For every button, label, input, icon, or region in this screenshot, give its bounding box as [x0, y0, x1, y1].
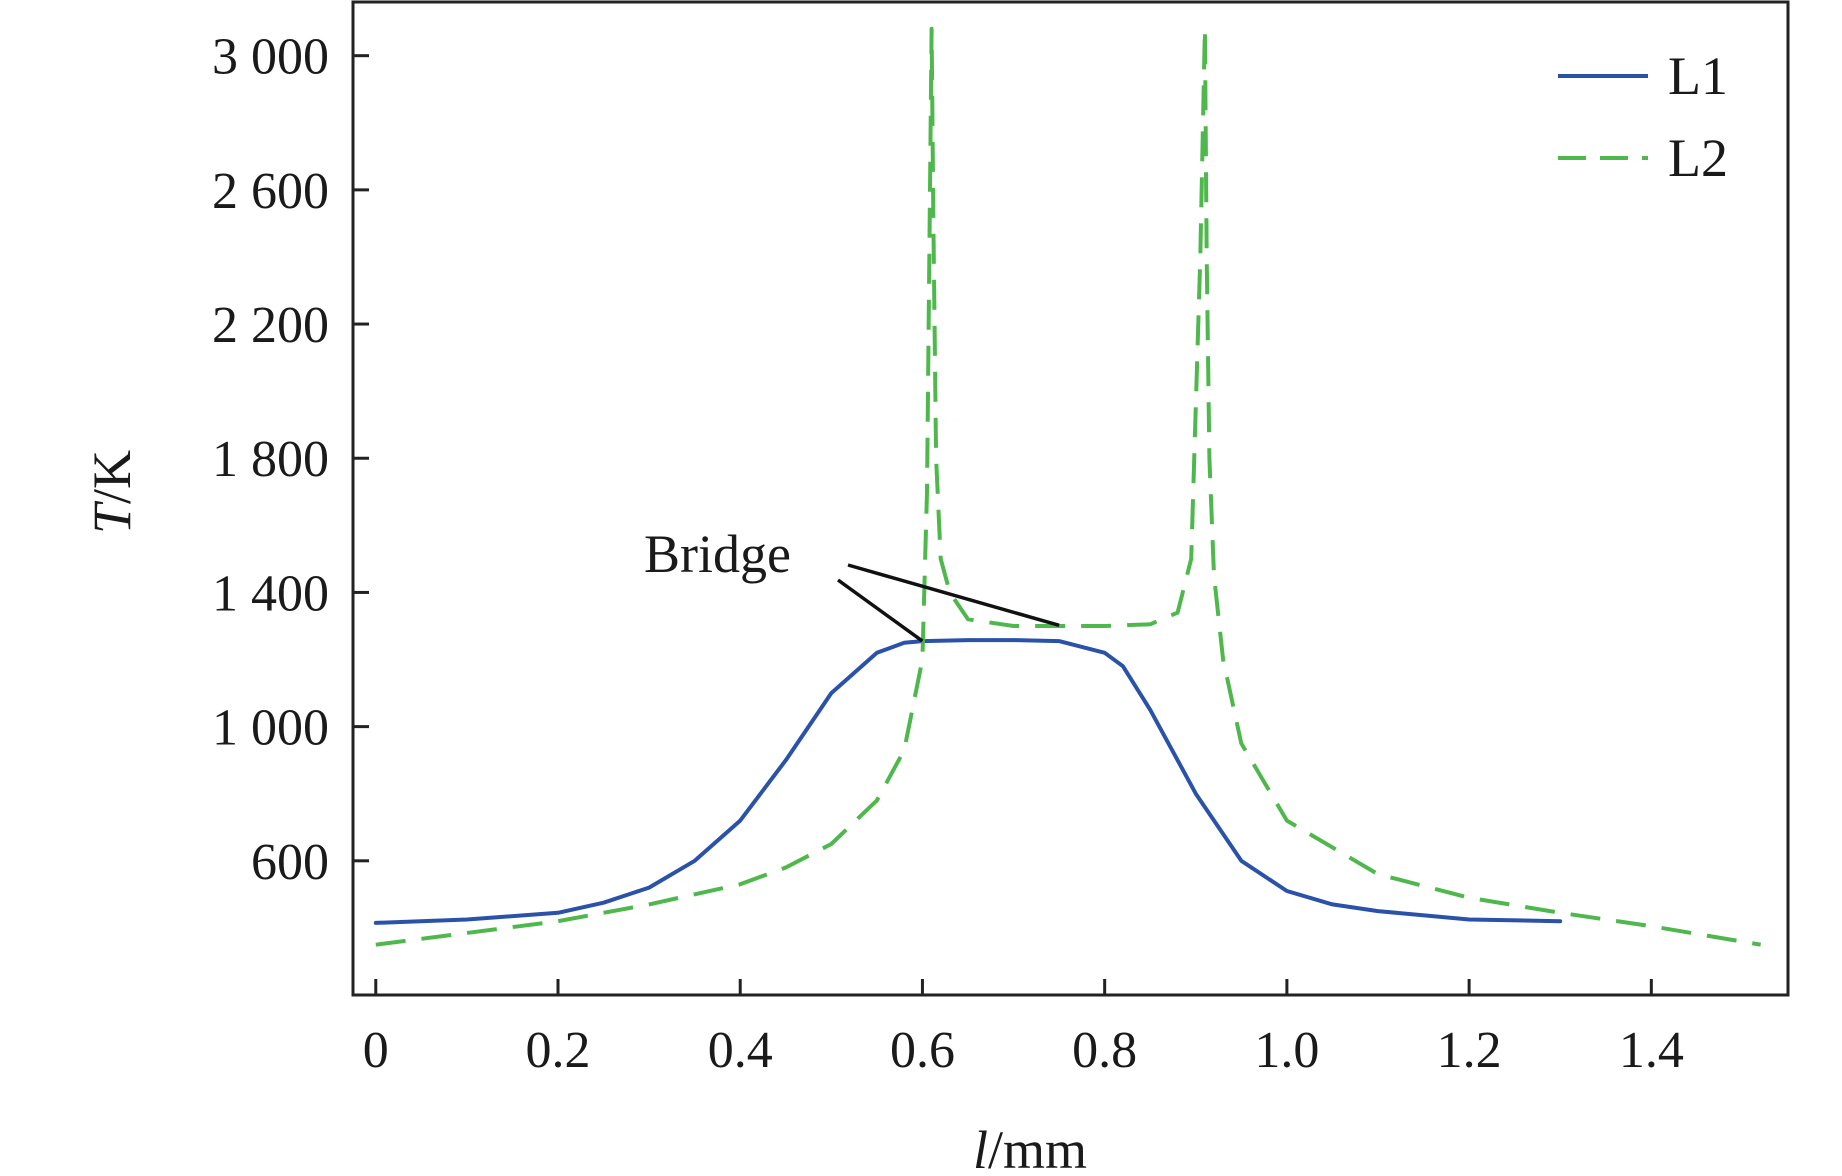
x-tick-label: 0.2: [526, 1022, 591, 1079]
y-tick-label: 2 600: [212, 163, 329, 220]
legend: L1 L2: [1558, 46, 1728, 188]
x-tick-label: 0.8: [1072, 1022, 1137, 1079]
annotation-leader-line: [847, 563, 1060, 627]
y-tick-label: 1 800: [212, 431, 329, 488]
x-tick-label: 1.2: [1437, 1022, 1502, 1079]
y-axis-title: T/K: [82, 450, 142, 534]
x-axis-unit: /mm: [988, 1120, 1087, 1176]
annotation-bridge-label: Bridge: [644, 524, 791, 584]
series-line-l1: [373, 638, 1563, 925]
x-tick-label: 1.4: [1619, 1022, 1684, 1079]
x-tick-label: 0.6: [890, 1022, 955, 1079]
y-tick-label: 3 000: [212, 29, 329, 86]
legend-label-l2: L2: [1668, 128, 1728, 188]
x-axis-symbol: l: [973, 1120, 988, 1176]
x-axis-title: l/mm: [973, 1120, 1087, 1176]
plot-frame: [351, 0, 1790, 997]
y-tick-label: 1 400: [212, 565, 329, 622]
legend-label-l1: L1: [1668, 46, 1728, 106]
x-tick-label: 1.0: [1254, 1022, 1319, 1079]
x-tick-label: 0: [363, 1022, 389, 1079]
annotation-leader-line: [836, 578, 924, 643]
y-tick-label: 2 200: [212, 297, 329, 354]
y-tick-label: 600: [251, 834, 329, 891]
y-tick-label: 1 000: [212, 700, 329, 757]
y-axis-unit: /K: [82, 450, 142, 504]
x-tick-label: 0.4: [708, 1022, 773, 1079]
y-axis-symbol: T: [82, 500, 142, 534]
series-line-l2: [375, 26, 1762, 947]
